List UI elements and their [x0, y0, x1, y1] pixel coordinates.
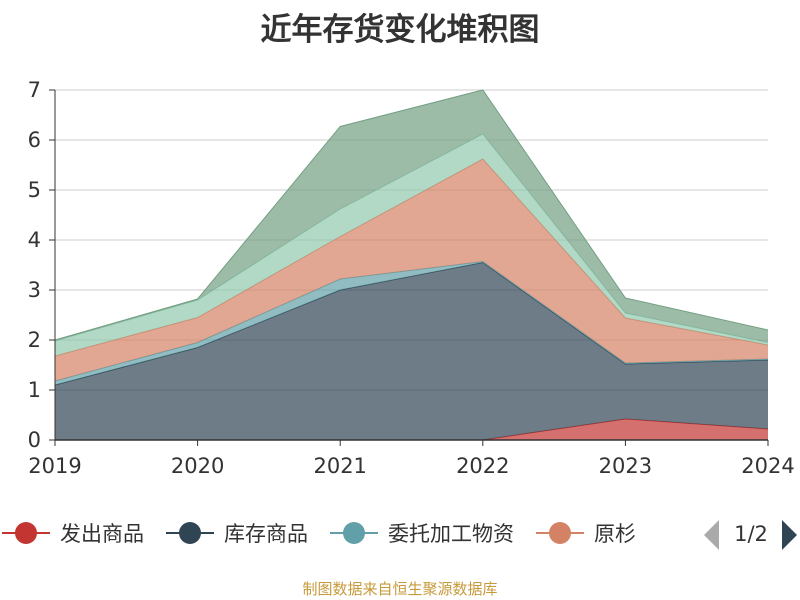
- x-tick-label: 2023: [599, 454, 652, 478]
- axes: 0 1 2 3 4 5 6 7 2019 2020 2021 2022 2023 2024: [28, 78, 795, 478]
- x-tick-label: 2020: [171, 454, 224, 478]
- legend-label: 原杉: [594, 522, 636, 546]
- y-tick-label: 7: [28, 78, 41, 102]
- area-series-1: [55, 262, 768, 440]
- legend-dot-marker: [15, 522, 37, 544]
- legend-item[interactable]: 委托加工物资: [330, 522, 514, 546]
- legend-pager[interactable]: 1/2: [690, 513, 800, 553]
- x-tick-label: 2021: [313, 454, 366, 478]
- y-tick-label: 1: [28, 378, 41, 402]
- legend-dot-marker: [179, 522, 201, 544]
- pager-prev-icon[interactable]: [704, 520, 719, 550]
- pager-text: 1/2: [734, 522, 768, 546]
- x-tick-label: 2019: [28, 454, 81, 478]
- legend-label: 发出商品: [60, 522, 144, 546]
- legend-item[interactable]: 库存商品: [166, 522, 308, 546]
- pager-next-icon[interactable]: [782, 520, 797, 550]
- legend-dot-marker: [549, 522, 571, 544]
- area-series-3: [55, 159, 768, 381]
- area-series-4: [55, 134, 768, 356]
- x-tick-label: 2024: [741, 454, 794, 478]
- y-tick-label: 6: [28, 128, 41, 152]
- chart-title: 近年存货变化堆积图: [260, 12, 540, 48]
- area-series-5: [55, 90, 768, 343]
- legend-item[interactable]: 发出商品: [2, 522, 144, 546]
- y-tick-label: 5: [28, 178, 41, 202]
- source-note: 制图数据来自恒生聚源数据库: [302, 580, 498, 598]
- y-tick-label: 3: [28, 278, 41, 302]
- x-tick-label: 2022: [456, 454, 509, 478]
- legend-dot-marker: [343, 522, 365, 544]
- y-tick-label: 4: [28, 228, 41, 252]
- y-tick-label: 0: [28, 428, 41, 452]
- legend[interactable]: 发出商品 库存商品 委托加工物资 原杉 1/2: [2, 513, 800, 553]
- legend-label: 委托加工物资: [388, 522, 514, 546]
- legend-label: 库存商品: [224, 522, 308, 546]
- area-line-5: [54, 89, 769, 341]
- stacked-areas: [54, 89, 769, 441]
- legend-item[interactable]: 原杉: [536, 522, 636, 546]
- y-tick-label: 2: [28, 328, 41, 352]
- area-series-0: [55, 419, 768, 440]
